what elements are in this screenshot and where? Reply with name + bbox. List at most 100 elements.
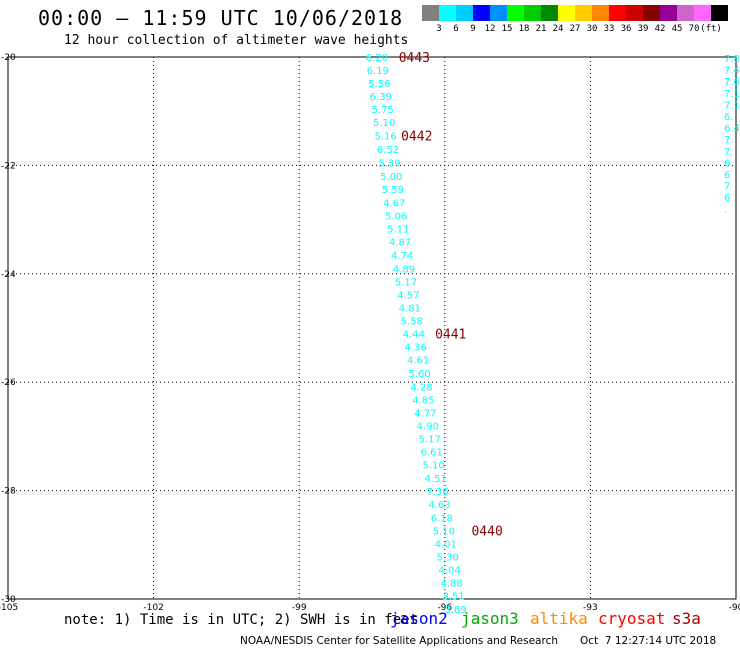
legend-label: 12 <box>484 24 496 34</box>
edge-wave-height-reading: 7.4 <box>724 66 740 77</box>
pass-time-label: 0441 <box>435 327 466 342</box>
edge-wave-height-reading: 6.4 <box>724 124 740 135</box>
legend-swatch <box>626 5 643 21</box>
legend-label: 21 <box>535 24 547 34</box>
legend-label: 24 <box>552 24 564 34</box>
credit-text: NOAA/NESDIS Center for Satellite Applica… <box>240 635 558 647</box>
latitude-tick-label: -30 <box>1 595 16 605</box>
legend-label: 6 <box>453 24 459 34</box>
longitude-tick-label: -99 <box>292 603 307 613</box>
wave-height-reading: 5.30 <box>437 553 459 564</box>
wave-height-reading: 5.06 <box>385 211 407 222</box>
longitude-tick-label: -102 <box>143 603 163 613</box>
edge-wave-height-reading: 7 <box>724 182 730 193</box>
pass-time-label: 0440 <box>471 525 502 540</box>
wave-height-reading: 4.63 <box>428 500 450 511</box>
legend-label: (ft) <box>700 24 722 34</box>
wave-height-reading: 5.59 <box>382 185 404 196</box>
wave-height-reading: 4.51 <box>424 474 446 485</box>
latitude-tick-label: -24 <box>1 270 16 280</box>
edge-wave-height-reading: 7.1 <box>724 100 740 111</box>
wave-height-reading: 5.58 <box>401 316 423 327</box>
edge-wave-height-reading: 6 <box>724 158 730 169</box>
satellite-jason3: jason3 <box>461 609 519 628</box>
latitude-tick-label: -20 <box>1 53 16 63</box>
wave-height-reading: 4.90 <box>417 422 439 433</box>
wave-height-reading: 3.51 <box>442 592 464 603</box>
latitude-tick-label: -26 <box>1 378 16 388</box>
wave-height-reading: 4.04 <box>439 566 461 577</box>
legend-swatch <box>575 5 592 21</box>
legend-swatch <box>592 5 609 21</box>
legend-swatch <box>456 5 473 21</box>
legend-label: 39 <box>637 24 649 34</box>
wave-height-reading: 6.52 <box>377 145 399 156</box>
wave-height-reading: 4.89 <box>393 264 415 275</box>
wave-height-reading: 5.10 <box>433 527 455 538</box>
legend-label: 27 <box>569 24 581 34</box>
page-subtitle: 12 hour collection of altimeter wave hei… <box>64 33 409 48</box>
page-title: 00:00 – 11:59 UTC 10/06/2018 <box>38 6 404 30</box>
legend-label: 30 <box>586 24 598 34</box>
satellite-jason2: jason2 <box>390 609 448 628</box>
wave-height-reading: 4.44 <box>403 329 425 340</box>
wave-height-reading: 5.60 <box>408 369 430 380</box>
wave-height-reading: 4.57 <box>397 290 419 301</box>
wave-height-reading: 5.17 <box>395 277 417 288</box>
wave-height-reading: 6.20 <box>366 53 388 64</box>
satellite-s3a: s3a <box>672 609 701 628</box>
legend-label: 15 <box>501 24 513 34</box>
wave-height-reading: 6.61 <box>421 448 443 459</box>
pass-time-label: 0443 <box>399 51 430 66</box>
legend-swatch <box>558 5 575 21</box>
legend-label: 45 <box>671 24 683 34</box>
latitude-tick-label: -28 <box>1 487 16 497</box>
wave-height-reading: 5.00 <box>380 172 402 183</box>
wave-height-reading: 4.74 <box>391 251 413 262</box>
wave-height-reading: 4.81 <box>399 303 421 314</box>
wave-height-reading: 4.67 <box>383 198 405 209</box>
edge-wave-height-reading: 7.6 <box>724 77 740 88</box>
legend-label: 3 <box>436 24 442 34</box>
edge-wave-height-reading: 7.8 <box>724 54 740 65</box>
legend-swatch <box>439 5 456 21</box>
legend-swatch <box>711 5 728 21</box>
edge-wave-height-reading: 7. <box>724 147 734 158</box>
credit-date: Oct 7 12:27:14 UTC 2018 <box>580 635 717 647</box>
pass-time-label: 0442 <box>401 130 432 145</box>
legend-swatch <box>643 5 660 21</box>
legend-swatch <box>490 5 507 21</box>
wave-height-reading: 4.28 <box>410 383 432 394</box>
wave-height-reading: 5.16 <box>374 132 396 143</box>
wave-height-reading: 4.01 <box>435 540 457 551</box>
wave-height-reading: 5.11 <box>387 224 409 235</box>
wave-height-reading: 4.61 <box>407 355 429 366</box>
longitude-tick-label: -90 <box>729 603 740 613</box>
note-text: note: 1) Time is in UTC; 2) SWH is in fe… <box>64 612 419 628</box>
wave-height-reading: 5.75 <box>372 105 394 116</box>
satellite-altika: altika <box>530 609 588 628</box>
wave-height-reading: 4.85 <box>412 396 434 407</box>
legend-label: 9 <box>470 24 476 34</box>
edge-wave-height-reading: 6 <box>724 170 730 181</box>
legend-swatch <box>541 5 558 21</box>
wave-height-reading: 5.56 <box>368 79 390 90</box>
edge-wave-height-reading: 7. <box>724 135 734 146</box>
legend-swatch <box>694 5 711 21</box>
legend-label: 42 <box>654 24 666 34</box>
legend-swatch <box>524 5 541 21</box>
legend-swatch <box>507 5 524 21</box>
longitude-tick-label: -96 <box>437 603 452 613</box>
wave-height-reading: 3.69 <box>444 605 466 616</box>
wave-height-reading: 4.77 <box>414 409 436 420</box>
legend-label: 36 <box>620 24 632 34</box>
wave-height-reading: 4.36 <box>405 342 427 353</box>
wave-height-reading: 7.36 <box>426 487 448 498</box>
edge-wave-height-reading: 7.1 <box>724 89 740 100</box>
legend-swatch <box>609 5 626 21</box>
wave-height-reading: 5.10 <box>373 118 395 129</box>
wave-height-reading: 5.39 <box>378 159 400 170</box>
wave-height-reading: 6.19 <box>367 66 389 77</box>
legend-label: 70 <box>688 24 700 34</box>
